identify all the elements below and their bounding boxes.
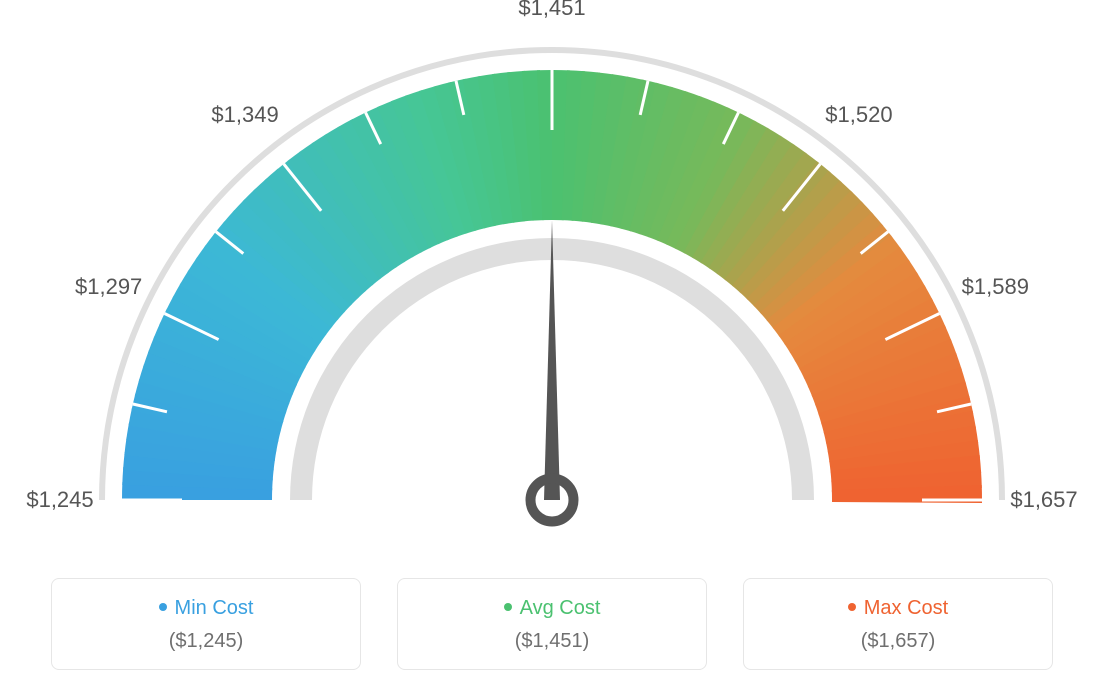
legend-title-avg: Avg Cost bbox=[408, 597, 696, 620]
legend-row: Min Cost ($1,245) Avg Cost ($1,451) Max Cost… bbox=[0, 578, 1104, 670]
tick-label: $1,297 bbox=[75, 274, 142, 300]
legend-card-min: Min Cost ($1,245) bbox=[51, 578, 361, 670]
gauge-needle bbox=[544, 220, 560, 500]
chart-container: $1,245 $1,297 $1,349 $1,451 $1,520 $1,589 $1,6… bbox=[0, 0, 1104, 690]
legend-title-max: Max Cost bbox=[754, 597, 1042, 620]
gauge-svg bbox=[0, 0, 1104, 560]
tick-label: $1,520 bbox=[825, 102, 892, 128]
gauge-area: $1,245 $1,297 $1,349 $1,451 $1,520 $1,589 $1,6… bbox=[0, 0, 1104, 560]
legend-card-max: Max Cost ($1,657) bbox=[743, 578, 1053, 670]
tick-label: $1,657 bbox=[1010, 487, 1077, 513]
legend-dot-icon bbox=[504, 603, 512, 611]
tick-label: $1,589 bbox=[962, 274, 1029, 300]
legend-dot-icon bbox=[848, 603, 856, 611]
tick-label: $1,245 bbox=[26, 487, 93, 513]
legend-title-text: Min Cost bbox=[175, 597, 254, 619]
tick-label: $1,349 bbox=[211, 102, 278, 128]
legend-title-text: Avg Cost bbox=[520, 597, 601, 619]
tick-label: $1,451 bbox=[518, 0, 585, 21]
legend-value-avg: ($1,451) bbox=[408, 630, 696, 653]
legend-title-text: Max Cost bbox=[864, 597, 948, 619]
legend-value-max: ($1,657) bbox=[754, 630, 1042, 653]
legend-dot-icon bbox=[159, 603, 167, 611]
legend-value-min: ($1,245) bbox=[62, 630, 350, 653]
legend-title-min: Min Cost bbox=[62, 597, 350, 620]
legend-card-avg: Avg Cost ($1,451) bbox=[397, 578, 707, 670]
